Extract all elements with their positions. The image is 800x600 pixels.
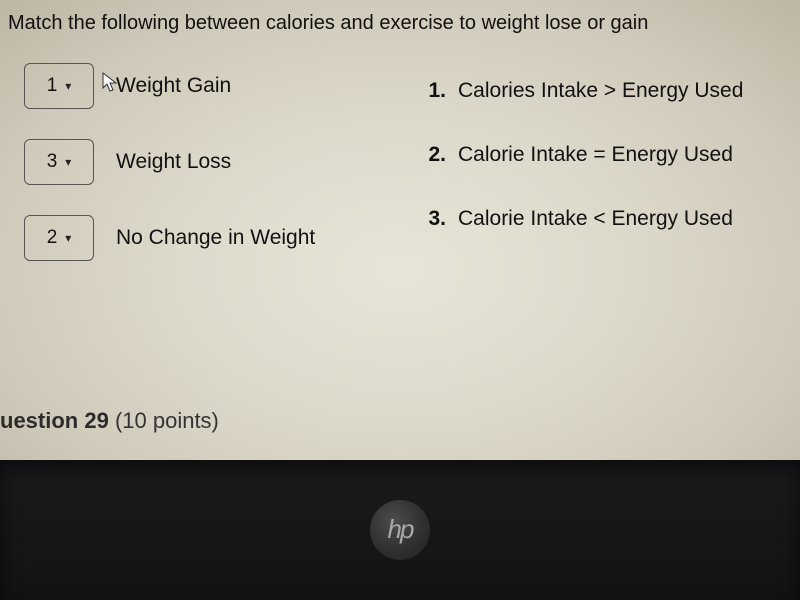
answer-num-0: 1. [424,79,446,103]
match-left-column: 1 ▾ Weight Gain 3 ▾ Weight Loss 2 ▾ No C… [24,63,424,261]
match-select-1[interactable]: 3 ▾ [24,139,94,185]
next-question-points: (10 points) [115,408,219,433]
match-select-value-1: 3 [47,151,58,173]
next-question-header: uestion 29 (10 points) [0,408,219,434]
hp-logo-text: hp [388,514,413,545]
answer-text-2: Calorie Intake < Energy Used [458,207,733,231]
match-select-value-2: 2 [47,227,58,249]
match-right-column: 1. Calories Intake > Energy Used 2. Calo… [424,63,790,261]
answer-text-0: Calories Intake > Energy Used [458,79,743,103]
match-row-0: 1 ▾ Weight Gain [24,63,424,109]
match-select-0[interactable]: 1 ▾ [24,63,94,109]
matching-region: 1 ▾ Weight Gain 3 ▾ Weight Loss 2 ▾ No C… [0,63,800,261]
answer-text-1: Calorie Intake = Energy Used [458,143,733,167]
answer-num-1: 2. [424,143,446,167]
hp-logo-icon: hp [370,500,430,560]
chevron-down-icon: ▾ [65,155,71,169]
answer-row-2: 3. Calorie Intake < Energy Used [424,207,790,231]
next-question-number: uestion 29 [0,408,109,433]
match-row-1: 3 ▾ Weight Loss [24,139,424,185]
match-label-2: No Change in Weight [116,226,315,250]
answer-num-2: 3. [424,207,446,231]
match-label-1: Weight Loss [116,150,231,174]
question-prompt: Match the following between calories and… [0,8,800,63]
match-select-2[interactable]: 2 ▾ [24,215,94,261]
chevron-down-icon: ▾ [65,79,71,93]
laptop-bezel: hp [0,460,800,600]
match-label-0: Weight Gain [116,74,231,98]
answer-row-0: 1. Calories Intake > Energy Used [424,79,790,103]
match-select-value-0: 1 [47,75,58,97]
answer-row-1: 2. Calorie Intake = Energy Used [424,143,790,167]
match-row-2: 2 ▾ No Change in Weight [24,215,424,261]
quiz-screen: Match the following between calories and… [0,0,800,460]
chevron-down-icon: ▾ [65,231,71,245]
